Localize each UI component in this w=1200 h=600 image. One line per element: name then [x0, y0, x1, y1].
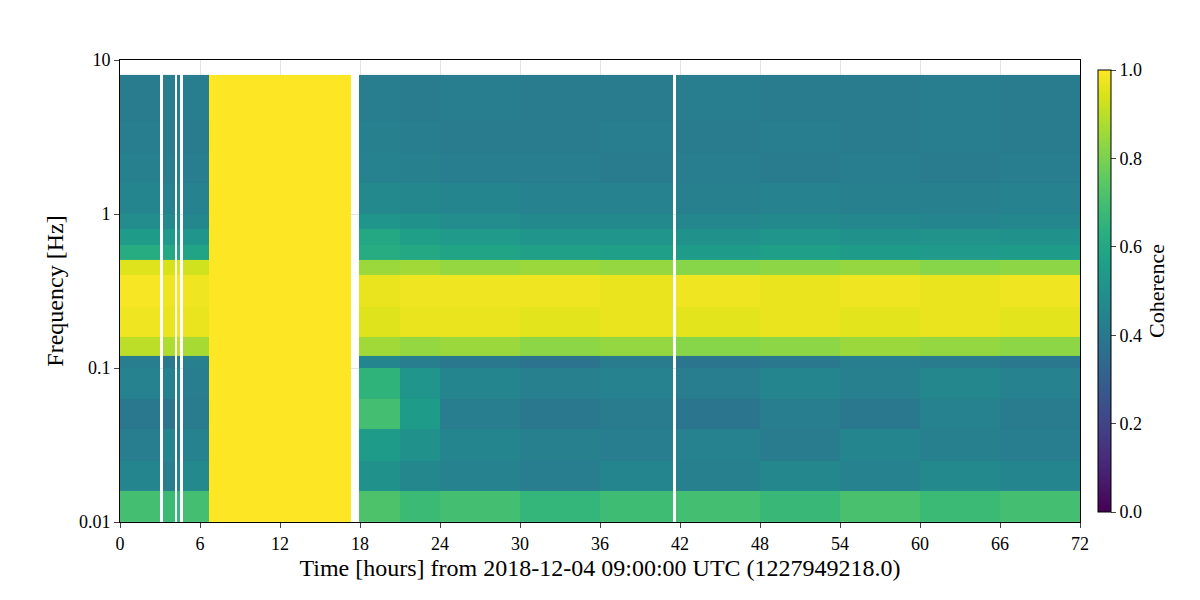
svg-text:0.6: 0.6	[1120, 237, 1143, 257]
svg-text:0.1: 0.1	[88, 358, 111, 378]
svg-text:1.0: 1.0	[1120, 60, 1143, 80]
svg-text:72: 72	[1071, 534, 1089, 554]
svg-text:36: 36	[591, 534, 609, 554]
svg-text:54: 54	[831, 534, 849, 554]
svg-text:42: 42	[671, 534, 689, 554]
svg-text:66: 66	[991, 534, 1009, 554]
svg-text:0.2: 0.2	[1120, 414, 1143, 434]
svg-text:0.01: 0.01	[79, 512, 111, 532]
svg-text:12: 12	[271, 534, 289, 554]
svg-text:0.4: 0.4	[1120, 326, 1143, 346]
svg-text:6: 6	[196, 534, 205, 554]
svg-text:Time [hours] from 2018-12-04 0: Time [hours] from 2018-12-04 09:00:00 UT…	[299, 555, 900, 581]
svg-text:0.0: 0.0	[1120, 502, 1143, 522]
svg-text:Coherence: Coherence	[1144, 244, 1169, 338]
svg-text:30: 30	[511, 534, 529, 554]
svg-text:60: 60	[911, 534, 929, 554]
svg-text:18: 18	[351, 534, 369, 554]
svg-text:1: 1	[101, 204, 110, 224]
svg-text:10: 10	[92, 50, 110, 70]
svg-text:48: 48	[751, 534, 769, 554]
svg-text:Frequency [Hz]: Frequency [Hz]	[42, 215, 68, 366]
svg-text:0.8: 0.8	[1120, 149, 1143, 169]
svg-text:0: 0	[116, 534, 125, 554]
svg-text:24: 24	[431, 534, 449, 554]
